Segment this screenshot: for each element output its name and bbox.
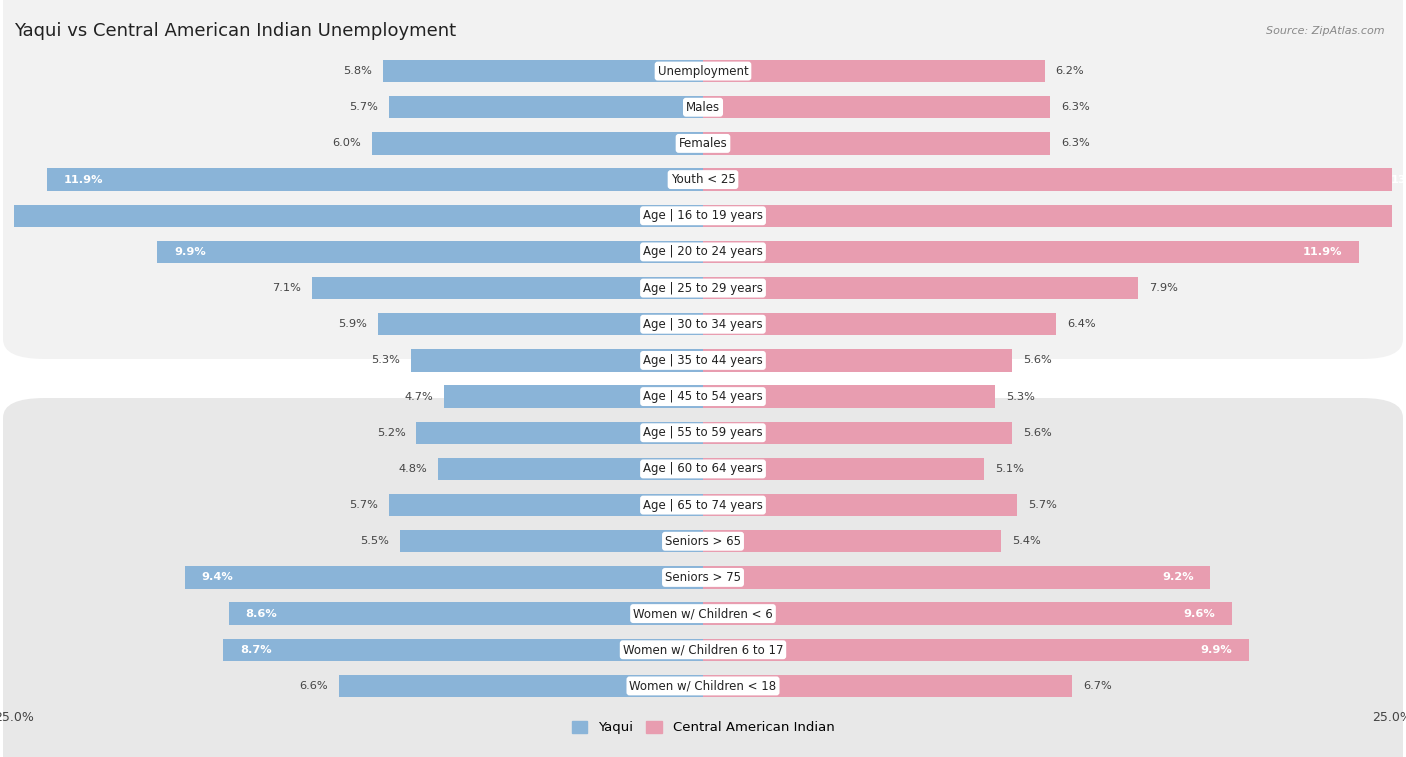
Text: Women w/ Children < 18: Women w/ Children < 18: [630, 680, 776, 693]
Text: Age | 55 to 59 years: Age | 55 to 59 years: [643, 426, 763, 439]
Text: Age | 25 to 29 years: Age | 25 to 29 years: [643, 282, 763, 294]
Bar: [703, 241, 1358, 263]
Text: 5.8%: 5.8%: [343, 66, 373, 76]
Bar: [0, 204, 703, 227]
Text: Women w/ Children 6 to 17: Women w/ Children 6 to 17: [623, 643, 783, 656]
Text: Age | 35 to 44 years: Age | 35 to 44 years: [643, 354, 763, 367]
Bar: [411, 349, 703, 372]
Bar: [703, 674, 1073, 697]
Bar: [703, 603, 1232, 625]
Text: Age | 20 to 24 years: Age | 20 to 24 years: [643, 245, 763, 258]
Bar: [703, 458, 984, 480]
Text: 5.9%: 5.9%: [337, 319, 367, 329]
Bar: [444, 385, 703, 408]
Text: 5.1%: 5.1%: [995, 464, 1024, 474]
Bar: [373, 132, 703, 154]
Bar: [703, 349, 1012, 372]
Text: Age | 16 to 19 years: Age | 16 to 19 years: [643, 209, 763, 223]
FancyBboxPatch shape: [3, 0, 1403, 359]
Text: 9.4%: 9.4%: [201, 572, 233, 582]
Text: 11.9%: 11.9%: [1303, 247, 1343, 257]
Text: Yaqui vs Central American Indian Unemployment: Yaqui vs Central American Indian Unemplo…: [14, 22, 456, 40]
Bar: [703, 168, 1406, 191]
Text: 5.6%: 5.6%: [1022, 356, 1052, 366]
Text: 5.5%: 5.5%: [360, 536, 389, 547]
Text: 7.9%: 7.9%: [1150, 283, 1178, 293]
Text: 4.8%: 4.8%: [399, 464, 427, 474]
Bar: [703, 385, 995, 408]
Bar: [703, 60, 1045, 83]
Bar: [389, 494, 703, 516]
Text: 9.9%: 9.9%: [1201, 645, 1232, 655]
Bar: [703, 313, 1056, 335]
Bar: [389, 96, 703, 118]
Text: 5.7%: 5.7%: [349, 500, 378, 510]
Bar: [48, 168, 703, 191]
Bar: [378, 313, 703, 335]
Text: 5.6%: 5.6%: [1022, 428, 1052, 438]
Text: Age | 30 to 34 years: Age | 30 to 34 years: [643, 318, 763, 331]
Text: 9.2%: 9.2%: [1161, 572, 1194, 582]
Bar: [703, 96, 1050, 118]
Text: 5.7%: 5.7%: [349, 102, 378, 112]
Text: 6.6%: 6.6%: [299, 681, 328, 691]
Bar: [703, 566, 1211, 589]
Bar: [703, 530, 1001, 553]
Text: 5.2%: 5.2%: [377, 428, 405, 438]
Text: 5.3%: 5.3%: [1007, 391, 1035, 401]
Bar: [703, 204, 1406, 227]
Text: 5.7%: 5.7%: [1028, 500, 1057, 510]
Text: Women w/ Children < 6: Women w/ Children < 6: [633, 607, 773, 620]
Text: 6.7%: 6.7%: [1083, 681, 1112, 691]
Text: 9.9%: 9.9%: [174, 247, 205, 257]
Bar: [224, 639, 703, 661]
Bar: [703, 277, 1139, 299]
Bar: [703, 639, 1249, 661]
Text: 5.3%: 5.3%: [371, 356, 399, 366]
Text: Youth < 25: Youth < 25: [671, 173, 735, 186]
Bar: [186, 566, 703, 589]
Bar: [703, 422, 1012, 444]
Bar: [703, 494, 1017, 516]
Bar: [384, 60, 703, 83]
Text: Seniors > 75: Seniors > 75: [665, 571, 741, 584]
Bar: [416, 422, 703, 444]
Text: Age | 60 to 64 years: Age | 60 to 64 years: [643, 463, 763, 475]
Text: 11.9%: 11.9%: [63, 175, 103, 185]
Text: 6.4%: 6.4%: [1067, 319, 1095, 329]
Text: 8.6%: 8.6%: [246, 609, 277, 618]
Text: Seniors > 65: Seniors > 65: [665, 534, 741, 548]
Bar: [439, 458, 703, 480]
Text: 9.6%: 9.6%: [1184, 609, 1216, 618]
Text: 6.3%: 6.3%: [1062, 139, 1090, 148]
Text: 6.2%: 6.2%: [1056, 66, 1084, 76]
Bar: [399, 530, 703, 553]
Legend: Yaqui, Central American Indian: Yaqui, Central American Indian: [567, 716, 839, 740]
Text: Age | 65 to 74 years: Age | 65 to 74 years: [643, 499, 763, 512]
Text: Unemployment: Unemployment: [658, 64, 748, 77]
Text: Source: ZipAtlas.com: Source: ZipAtlas.com: [1267, 26, 1385, 36]
Text: 8.7%: 8.7%: [240, 645, 271, 655]
FancyBboxPatch shape: [3, 398, 1403, 757]
Text: 6.3%: 6.3%: [1062, 102, 1090, 112]
Text: Age | 45 to 54 years: Age | 45 to 54 years: [643, 390, 763, 403]
Bar: [703, 132, 1050, 154]
Bar: [339, 674, 703, 697]
Bar: [157, 241, 703, 263]
Text: 4.7%: 4.7%: [404, 391, 433, 401]
Text: 7.1%: 7.1%: [271, 283, 301, 293]
Text: 5.4%: 5.4%: [1012, 536, 1040, 547]
Text: Males: Males: [686, 101, 720, 114]
Text: Females: Females: [679, 137, 727, 150]
Text: 6.0%: 6.0%: [333, 139, 361, 148]
Text: 13.5%: 13.5%: [1391, 175, 1406, 185]
Bar: [312, 277, 703, 299]
Bar: [229, 603, 703, 625]
